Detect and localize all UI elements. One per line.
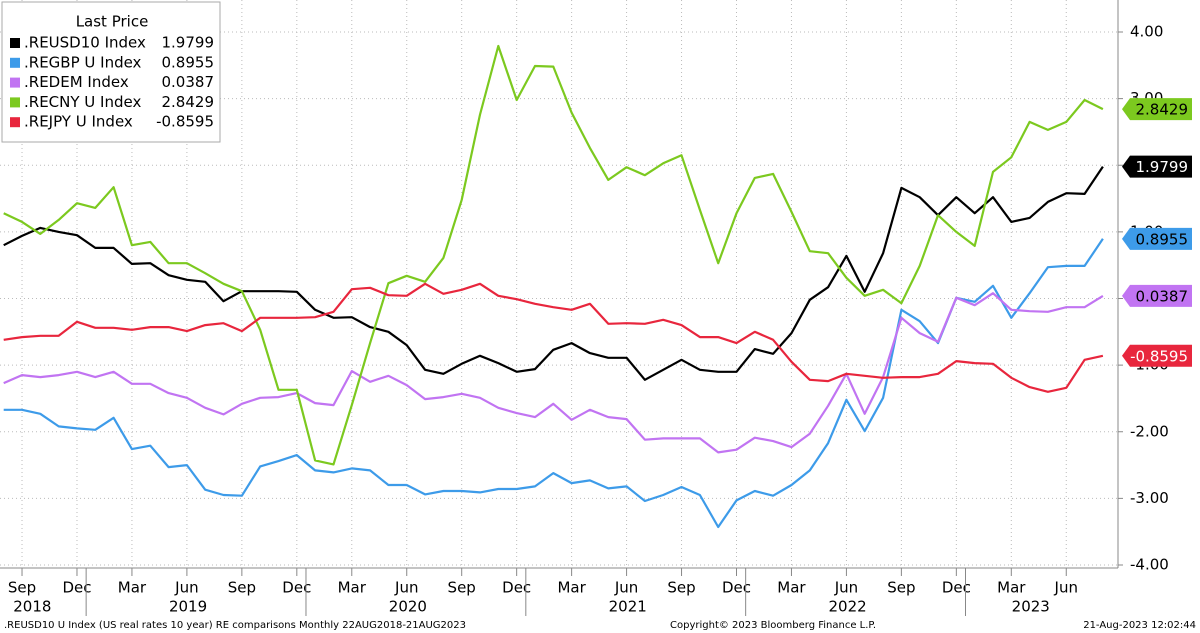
value-tag-label: -0.8595 <box>1130 347 1188 365</box>
x-tick-label: Jun <box>1054 579 1078 597</box>
x-tick-label: Mar <box>997 579 1026 597</box>
legend-box <box>1 1 221 143</box>
x-tick-label: Dec <box>62 579 91 597</box>
value-tag-label: 1.9799 <box>1136 158 1189 176</box>
x-tick-label: Jun <box>614 579 638 597</box>
x-tick-label: Mar <box>557 579 586 597</box>
value-tag-label: 0.8955 <box>1136 230 1189 248</box>
value-tags: 1.9799 0.8955 0.0387 2.8429 -0.8595 <box>1122 98 1192 367</box>
x-tick-label: Sep <box>8 579 36 597</box>
legend-swatch <box>10 57 20 68</box>
series-line <box>3 238 1104 529</box>
legend-label: .REUSD10 Index <box>24 34 146 52</box>
legend-swatch <box>10 97 20 108</box>
year-label: 2022 <box>828 598 866 616</box>
legend-swatch <box>10 77 20 88</box>
year-label: 2020 <box>389 598 427 616</box>
x-tick-label: Mar <box>338 579 367 597</box>
legend-value: 0.8955 <box>162 53 215 71</box>
value-tag <box>1122 98 1192 121</box>
legend: Last Price .REUSD10 Index 1.9799 .REGBP U … <box>1 1 221 143</box>
legend-label: .REGBP U Index <box>24 53 142 71</box>
lines <box>3 44 1104 529</box>
legend-label: .REJPY U Index <box>24 113 133 131</box>
legend-value: 0.0387 <box>162 73 215 91</box>
y-tick-label: -4.00 <box>1130 556 1169 574</box>
value-tag <box>1122 284 1192 307</box>
x-tick-label: Mar <box>777 579 806 597</box>
footer-left: .REUSD10 U Index (US real rates 10 year)… <box>4 620 466 631</box>
x-tick-label: Mar <box>118 579 147 597</box>
value-tag <box>1122 344 1192 367</box>
series-line <box>3 282 1104 393</box>
x-tick-label: Dec <box>502 579 531 597</box>
legend-value: 2.8429 <box>162 93 215 111</box>
legend-title: Last Price <box>76 13 149 31</box>
x-tick-label: Jun <box>834 579 858 597</box>
legend-value: -0.8595 <box>156 113 214 131</box>
legend-swatch <box>10 38 20 48</box>
value-tag-label: 2.8429 <box>1136 101 1189 119</box>
x-tick-label: Sep <box>228 579 256 597</box>
x-tick-label: Dec <box>282 579 311 597</box>
series-line <box>3 165 1104 381</box>
x-tick-label: Sep <box>448 579 476 597</box>
legend-swatch <box>10 117 20 128</box>
x-tick-label: Dec <box>722 579 751 597</box>
y-tick-label: 4.00 <box>1130 23 1163 41</box>
x-tick-label: Sep <box>667 579 695 597</box>
value-tag <box>1122 155 1192 178</box>
value-tag-label: 0.0387 <box>1136 287 1189 305</box>
y-tick-label: -2.00 <box>1130 422 1169 440</box>
grid <box>0 0 1118 568</box>
x-tick-label: Jun <box>174 579 198 597</box>
x-tick-label: Dec <box>942 579 971 597</box>
footer-center: Copyright© 2023 Bloomberg Finance L.P. <box>670 620 876 631</box>
year-label: 2018 <box>13 598 51 616</box>
legend-label: .REDEM Index <box>24 73 129 91</box>
value-tag <box>1122 227 1192 250</box>
year-label: 2023 <box>1012 598 1050 616</box>
series-line <box>3 292 1104 454</box>
legend-value: 1.9799 <box>162 34 215 52</box>
series-line <box>3 44 1104 466</box>
x-tick-label: Sep <box>887 579 915 597</box>
legend-label: .RECNY U Index <box>24 93 141 111</box>
year-label: 2019 <box>169 598 207 616</box>
y-tick-label: -3.00 <box>1130 489 1169 507</box>
x-tick-label: Jun <box>394 579 418 597</box>
footer-right: 21-Aug-2023 12:02:44 <box>1083 620 1196 631</box>
year-label: 2021 <box>609 598 647 616</box>
